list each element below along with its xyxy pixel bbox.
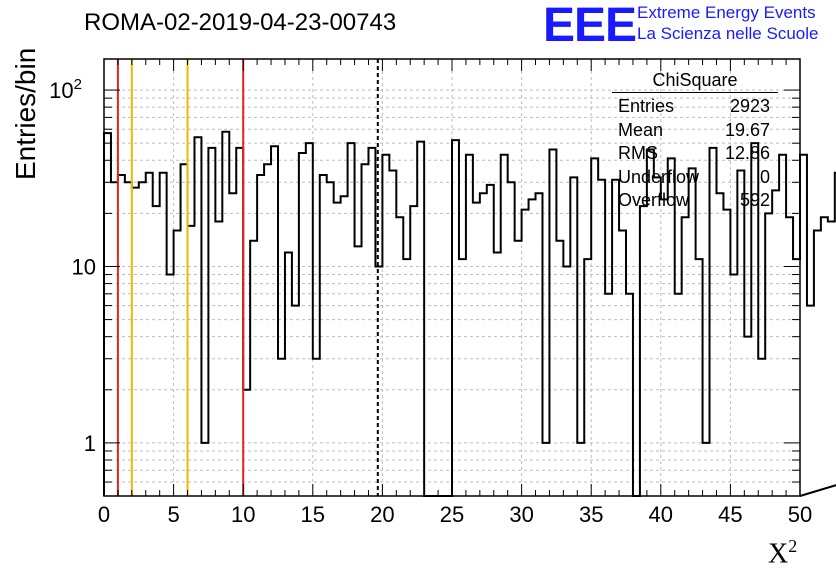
stats-row-rms: RMS 12.86: [618, 143, 770, 163]
logo-line-1: Extreme Energy Events: [637, 3, 816, 22]
stats-row-entries: Entries 2923: [618, 96, 770, 116]
x-tick-label: 50: [788, 502, 812, 527]
eee-logo: EEE: [543, 0, 637, 52]
logo-line-2: La Scienza nelle Scuole: [637, 24, 819, 43]
x-tick-label: 35: [579, 502, 603, 527]
stats-title: ChiSquare: [612, 70, 778, 93]
x-tick-label: 20: [370, 502, 394, 527]
x-tick-label: 45: [718, 502, 742, 527]
chart-title: ROMA-02-2019-04-23-00743: [84, 9, 397, 36]
x-tick-label: 30: [509, 502, 533, 527]
x-tick-label: 5: [167, 502, 179, 527]
x-tick-label: 15: [301, 502, 325, 527]
y-tick-superscript: 2: [74, 76, 82, 93]
x-tick-label: 40: [649, 502, 673, 527]
y-tick-label: 102: [49, 76, 82, 103]
stats-box: ChiSquare Entries 2923 Mean 19.67 RMS 12.86…: [612, 70, 778, 213]
x-tick-label: 10: [231, 502, 255, 527]
y-tick-label: 10: [72, 254, 96, 279]
x-axis-label: X2: [768, 536, 798, 570]
y-axis-label: Entries/bin: [10, 47, 41, 180]
x-tick-label: 0: [98, 502, 110, 527]
stats-row-underflow: Underflow 0: [618, 166, 770, 187]
stats-row-mean: Mean 19.67: [618, 119, 770, 140]
histogram-outline: [103, 130, 836, 497]
stats-row-overflow: Overflow 592: [618, 190, 770, 210]
y-tick-label: 1: [84, 431, 96, 456]
x-tick-label: 25: [440, 502, 464, 527]
